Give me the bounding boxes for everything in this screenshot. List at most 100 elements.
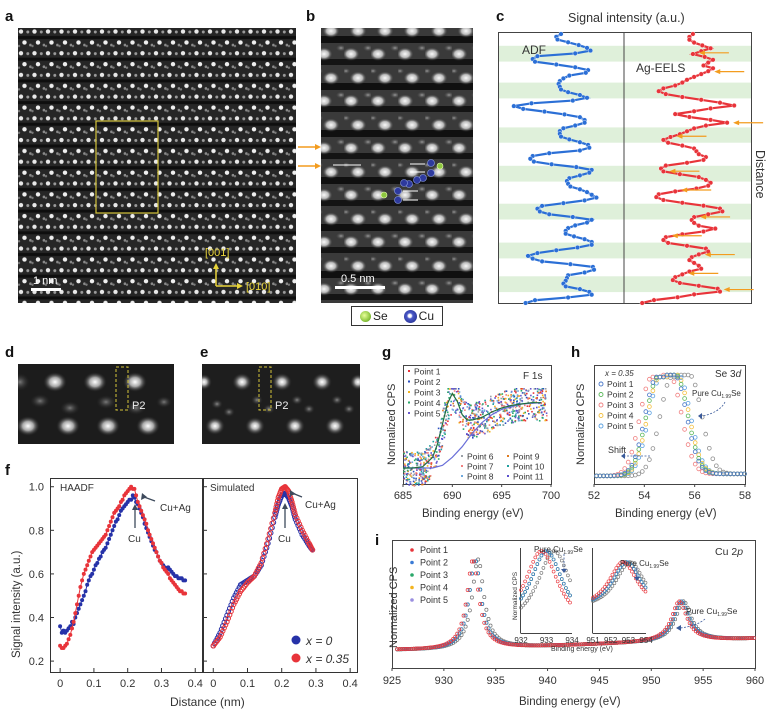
data-point <box>682 390 687 396</box>
data-point <box>524 394 527 397</box>
data-point <box>154 550 159 555</box>
data-point <box>513 642 518 647</box>
data-point <box>416 469 418 471</box>
data-point <box>151 541 155 546</box>
inset-point <box>628 566 632 571</box>
data-point <box>465 588 470 592</box>
data-point <box>469 559 474 564</box>
data-point <box>484 423 487 425</box>
data-point <box>422 473 424 476</box>
data-point <box>449 388 451 390</box>
inset-point <box>560 577 564 581</box>
inset-point <box>628 560 632 564</box>
inset-tick-label: 951 <box>586 636 600 645</box>
data-point <box>476 557 481 562</box>
data-point <box>403 451 406 453</box>
data-point <box>463 624 468 629</box>
data-point <box>519 414 522 417</box>
inset-point <box>521 584 525 588</box>
data-point <box>647 404 652 409</box>
x-tick-label: 695 <box>492 490 510 502</box>
data-point <box>622 466 627 471</box>
data-point <box>538 388 540 391</box>
data-point <box>107 537 112 541</box>
inset-point <box>643 580 648 585</box>
data-point <box>410 454 412 457</box>
data-point <box>272 510 278 516</box>
inset-point <box>630 564 634 568</box>
data-point <box>689 374 694 379</box>
data-point <box>557 643 561 647</box>
legend-marker <box>598 423 604 429</box>
data-point <box>488 623 493 628</box>
x-tick-label: 935 <box>487 675 505 687</box>
data-point <box>498 401 501 404</box>
data-point <box>471 408 473 411</box>
inset-point <box>566 573 570 578</box>
inset-point <box>641 583 646 587</box>
data-point <box>490 408 492 411</box>
data-point <box>477 433 479 435</box>
data-point <box>571 642 576 647</box>
inset-point <box>551 549 556 553</box>
data-point <box>705 183 711 189</box>
data-point <box>534 53 540 59</box>
data-point <box>455 631 460 636</box>
data-point <box>421 472 423 474</box>
data-point <box>512 412 514 414</box>
inset-point <box>523 590 527 594</box>
legend-marker <box>507 465 509 467</box>
data-point <box>504 409 506 411</box>
data-point <box>509 417 512 420</box>
data-point <box>592 641 597 646</box>
data-point <box>661 397 666 402</box>
data-point <box>71 619 76 624</box>
data-point <box>615 640 620 645</box>
h-title: Se 3d <box>715 369 742 380</box>
data-point <box>495 395 497 398</box>
data-point <box>492 402 495 404</box>
data-point <box>523 392 526 394</box>
data-point <box>541 394 544 396</box>
data-point <box>423 461 425 464</box>
inset-point <box>602 589 607 593</box>
data-point <box>274 501 280 507</box>
data-point <box>415 462 418 465</box>
legend-label: Point 7 <box>467 462 494 472</box>
data-point <box>487 429 489 432</box>
data-point <box>531 416 534 418</box>
data-point <box>404 465 406 468</box>
simulated-haadf: P2 <box>202 364 360 444</box>
f-right-axes <box>203 478 358 673</box>
data-point <box>705 211 711 217</box>
data-point <box>406 451 408 454</box>
data-point <box>183 591 188 596</box>
data-point <box>588 642 593 646</box>
data-point <box>727 636 732 641</box>
data-point <box>462 407 465 409</box>
data-point <box>535 397 537 399</box>
scale-bar-label: 0.5 nm <box>341 273 375 285</box>
x-tick-label: 0 <box>57 678 63 690</box>
ag-eels-label: Ag-EELS <box>636 61 685 75</box>
data-point <box>705 60 711 66</box>
data-point <box>560 200 566 206</box>
data-point <box>479 431 482 433</box>
panel-label-d: d <box>5 344 15 361</box>
data-point <box>725 636 729 641</box>
data-point <box>423 458 426 460</box>
data-point <box>530 643 534 648</box>
data-point <box>527 389 530 392</box>
data-point <box>623 640 628 645</box>
data-point <box>411 454 413 457</box>
data-point <box>435 441 437 444</box>
data-point <box>643 409 649 414</box>
data-point <box>64 641 69 646</box>
inset-point <box>606 579 611 584</box>
data-point <box>700 632 705 637</box>
panel-label-i: i <box>375 532 380 549</box>
legend-marker <box>410 548 414 552</box>
data-point <box>572 222 578 228</box>
data-point <box>540 389 543 392</box>
data-point <box>426 452 428 454</box>
